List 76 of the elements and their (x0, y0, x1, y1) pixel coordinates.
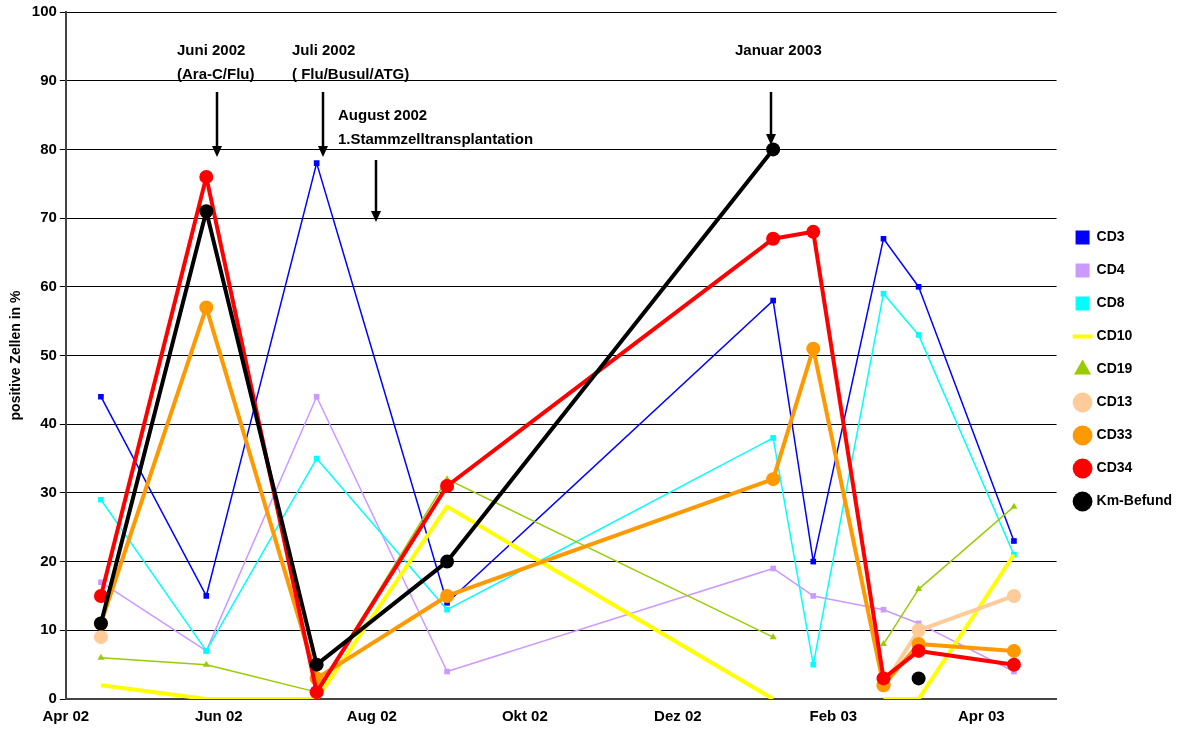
x-tick-label: Apr 02 (42, 707, 90, 725)
point (93, 630, 108, 645)
y-tick-label: 70 (40, 208, 57, 226)
legend-label: CD10 (1096, 327, 1133, 344)
x-tick-label: Jun 02 (195, 707, 243, 725)
y-tick-label: 20 (40, 551, 57, 569)
point (440, 479, 455, 494)
y-tick-label: 50 (40, 345, 57, 363)
x-tick-label: Apr 03 (957, 707, 1005, 725)
y-tick-label: 100 (31, 2, 57, 20)
y-tick-label: 80 (40, 139, 57, 157)
point (911, 623, 926, 638)
point (444, 606, 450, 613)
annotation: Juni 2002 (Ara-C/Flu) (177, 40, 255, 84)
point (202, 660, 210, 667)
x-tick-label: Okt 02 (501, 707, 548, 725)
point (876, 671, 891, 686)
point (810, 558, 817, 565)
point (770, 297, 776, 304)
point (770, 435, 776, 441)
y-axis-title: positive Zellen in % (7, 289, 24, 421)
point (766, 472, 781, 487)
point (98, 393, 104, 400)
point (199, 204, 214, 219)
point (915, 332, 922, 338)
y-tick-label: 60 (40, 276, 57, 294)
point (880, 606, 887, 613)
point (1006, 588, 1021, 603)
point (199, 169, 214, 184)
y-tick-label: 40 (40, 414, 57, 432)
point (806, 341, 821, 356)
point (199, 300, 214, 315)
point (1006, 657, 1021, 672)
point (313, 393, 320, 400)
point (440, 588, 455, 603)
legend-label: CD4 (1096, 261, 1125, 278)
point (810, 661, 817, 668)
point (911, 671, 926, 686)
point (880, 640, 887, 647)
point (766, 231, 781, 246)
legend-label: CD34 (1096, 459, 1133, 476)
point (769, 633, 777, 640)
point (915, 283, 922, 290)
point (806, 224, 821, 239)
point (1006, 643, 1021, 658)
legend-label: Km-Befund (1096, 492, 1172, 509)
point (98, 496, 104, 503)
point (915, 585, 923, 592)
x-tick-label: Aug 02 (346, 707, 397, 725)
point (203, 593, 210, 599)
legend-label: CD13 (1096, 393, 1133, 410)
legend-label: CD33 (1096, 426, 1133, 443)
legend-label: CD3 (1096, 228, 1125, 245)
annotation: August 2002 1.Stammzelltransplantation (338, 105, 534, 149)
point (1011, 538, 1017, 544)
legend-label: CD19 (1096, 360, 1133, 377)
point (810, 593, 817, 599)
y-tick-label: 10 (40, 620, 57, 638)
point (880, 235, 887, 242)
x-tick-label: Dez 02 (654, 707, 702, 725)
point (1010, 502, 1018, 509)
annotation: Januar 2003 (735, 40, 822, 60)
point (766, 142, 781, 157)
point (313, 160, 320, 166)
point (440, 554, 455, 569)
point (309, 657, 324, 672)
point (97, 653, 105, 660)
point (770, 565, 776, 572)
point (444, 668, 450, 675)
x-tick-label: Feb 03 (809, 707, 858, 725)
y-tick-label: 0 (48, 689, 57, 707)
point (911, 643, 926, 658)
point (309, 685, 324, 699)
legend-label: CD8 (1096, 294, 1125, 311)
y-tick-label: 90 (40, 70, 57, 88)
y-tick-label: 30 (40, 483, 57, 501)
